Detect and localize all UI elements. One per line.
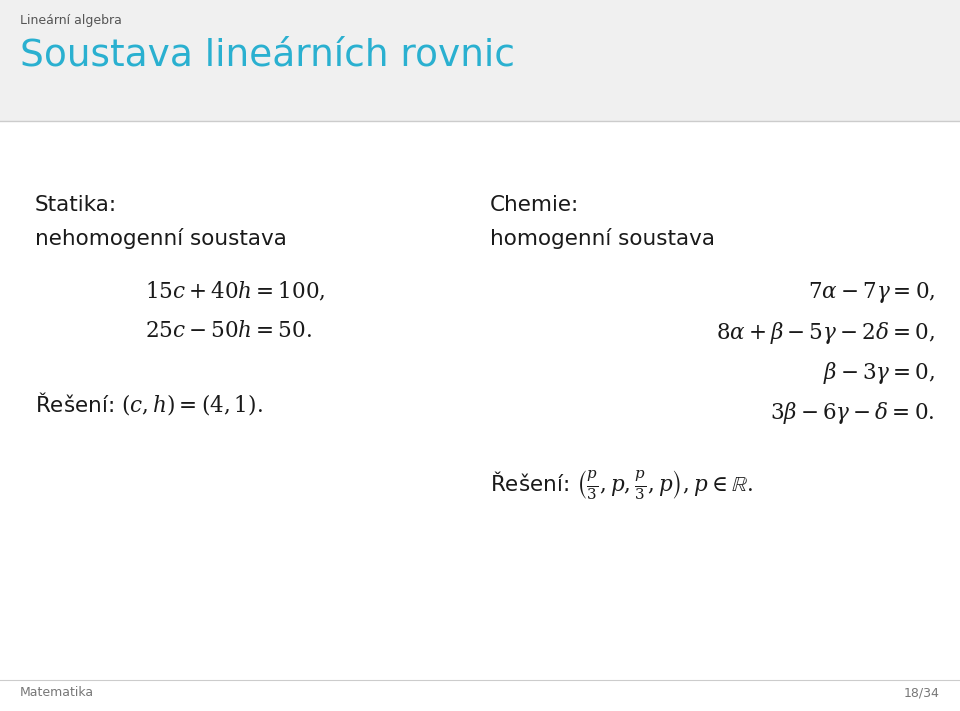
Text: Řešení: $(c, h) = (4, 1).$: Řešení: $(c, h) = (4, 1).$: [35, 390, 263, 417]
Text: $25c - 50h = 50.$: $25c - 50h = 50.$: [145, 320, 312, 341]
Text: Soustava lineárních rovnic: Soustava lineárních rovnic: [20, 38, 515, 74]
Bar: [0, 0, 960, 121]
Text: $15c + 40h = 100,$: $15c + 40h = 100,$: [145, 280, 325, 303]
Text: 18/34: 18/34: [904, 686, 940, 699]
Text: Matematika: Matematika: [20, 686, 94, 699]
Text: $7\alpha - 7\gamma = 0,$: $7\alpha - 7\gamma = 0,$: [807, 280, 935, 305]
Text: nehomogenní soustava: nehomogenní soustava: [35, 228, 287, 249]
Bar: [0, 121, 960, 711]
Text: $8\alpha + \beta - 5\gamma - 2\delta = 0,$: $8\alpha + \beta - 5\gamma - 2\delta = 0…: [716, 320, 935, 346]
Text: $3\beta - 6\gamma - \delta = 0.$: $3\beta - 6\gamma - \delta = 0.$: [771, 400, 935, 426]
Text: Statika:: Statika:: [35, 195, 117, 215]
Text: homogenní soustava: homogenní soustava: [490, 228, 715, 249]
Text: Řešení: $\left(\frac{p}{3}, p, \frac{p}{3}, p\right), p \in \mathbb{R}.$: Řešení: $\left(\frac{p}{3}, p, \frac{p}{…: [490, 468, 753, 502]
Text: Chemie:: Chemie:: [490, 195, 579, 215]
Text: $\beta - 3\gamma = 0,$: $\beta - 3\gamma = 0,$: [823, 360, 935, 386]
Text: Lineární algebra: Lineární algebra: [20, 14, 122, 27]
